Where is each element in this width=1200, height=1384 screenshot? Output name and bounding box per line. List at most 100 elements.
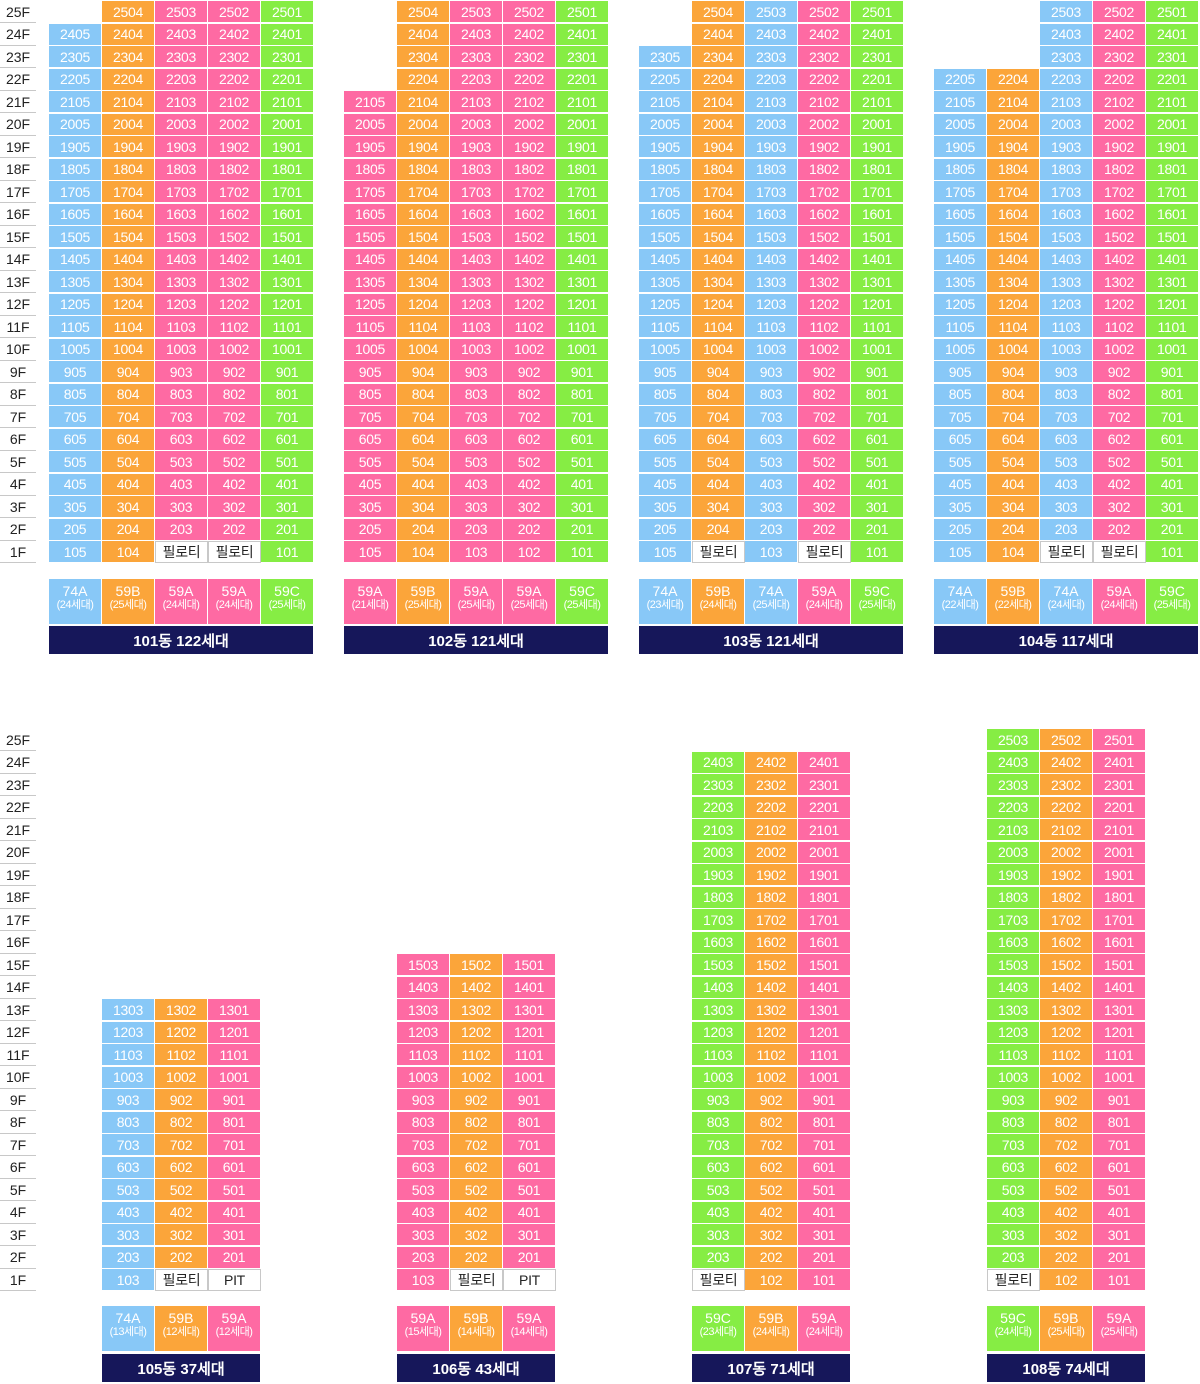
- unit-cell: 402: [1040, 1201, 1093, 1224]
- unit-count-label: (25세대): [109, 599, 147, 612]
- unit-cell: 1402: [1040, 976, 1093, 999]
- unit-cell: 1102: [1093, 316, 1146, 338]
- unit-cell: 2103: [987, 819, 1040, 841]
- unit-cell: 1902: [1093, 136, 1146, 158]
- unit-cell: 904: [692, 361, 745, 383]
- unit-cell: 1502: [798, 226, 851, 248]
- unit-cell: 101: [1093, 1269, 1146, 1291]
- unit-cell: 902: [155, 1089, 208, 1111]
- unit-cell: 302: [1040, 1224, 1093, 1246]
- unit-cell: 1701: [1093, 909, 1146, 931]
- unit-type-label: 59B: [463, 1310, 489, 1326]
- unit-cell: 105: [639, 541, 692, 563]
- unit-cell: 1203: [397, 1021, 450, 1044]
- unit-cell: 1104: [397, 316, 450, 338]
- unit-cell: 1801: [261, 158, 314, 181]
- unit-cell: 1702: [1093, 181, 1146, 203]
- unit-cell: 701: [798, 1134, 851, 1156]
- unit-cell: 405: [934, 473, 987, 496]
- unit-cell: 1904: [987, 136, 1040, 158]
- unit-cell: 1405: [934, 248, 987, 271]
- unit-cell: 502: [155, 1179, 208, 1201]
- unit-type-box: 59C (23세대): [692, 1306, 745, 1351]
- unit-type-label: 59C: [569, 583, 595, 599]
- unit-type-box: 59B (25세대): [102, 579, 155, 624]
- unit-type-box: 59B (22세대): [987, 579, 1040, 624]
- unit-cell: 1304: [102, 271, 155, 293]
- floor-label: 17F: [0, 181, 36, 203]
- unit-cell: 201: [851, 518, 904, 541]
- unit-type-box: 59B (12세대): [155, 1306, 208, 1351]
- unit-type-box: 59B (14세대): [450, 1306, 503, 1351]
- unit-cell: 1603: [692, 931, 745, 954]
- unit-cell: 1804: [397, 158, 450, 181]
- unit-cell: 1105: [344, 316, 397, 338]
- unit-count-label: (25세대): [510, 599, 548, 612]
- unit-cell: 1902: [798, 136, 851, 158]
- unit-cell: 1404: [397, 248, 450, 271]
- unit-cell: 2302: [208, 46, 261, 68]
- unit-cell: 803: [1040, 383, 1093, 406]
- unit-cell: 1605: [934, 203, 987, 226]
- unit-cell: 2301: [851, 46, 904, 68]
- unit-cell: 1501: [1146, 226, 1199, 248]
- unit-cell: 1701: [798, 909, 851, 931]
- unit-cell: 702: [745, 1134, 798, 1156]
- unit-cell: 1901: [1093, 864, 1146, 886]
- unit-cell: 1305: [344, 271, 397, 293]
- unit-cell: 605: [639, 428, 692, 451]
- unit-cell: 401: [1146, 473, 1199, 496]
- floor-label: 3F: [0, 496, 36, 518]
- unit-cell: 902: [450, 1089, 503, 1111]
- unit-cell: 101: [261, 541, 314, 563]
- unit-type-box: 74A (25세대): [745, 579, 798, 624]
- unit-cell: 703: [397, 1134, 450, 1156]
- unit-cell: 303: [745, 496, 798, 518]
- unit-cell: 603: [102, 1156, 155, 1179]
- unit-cell: 1401: [556, 248, 609, 271]
- unit-cell: 1502: [503, 226, 556, 248]
- floor-label: 11F: [0, 316, 36, 338]
- unit-cell: 1804: [987, 158, 1040, 181]
- unit-cell: 302: [745, 1224, 798, 1246]
- unit-type-box: 74A (13세대): [102, 1306, 155, 1351]
- unit-cell: 1101: [851, 316, 904, 338]
- unit-cell: 404: [102, 473, 155, 496]
- unit-cell: 1102: [503, 316, 556, 338]
- unit-cell: 602: [208, 428, 261, 451]
- building-label: 107동 71세대: [692, 1354, 850, 1382]
- unit-cell: 2503: [155, 1, 208, 23]
- floor-label: 13F: [0, 999, 36, 1021]
- unit-cell: 1604: [692, 203, 745, 226]
- unit-count-label: (12세대): [162, 1326, 200, 1339]
- unit-cell: 105: [344, 541, 397, 563]
- building-label: 106동 43세대: [397, 1354, 555, 1382]
- unit-cell: 1301: [503, 999, 556, 1021]
- unit-cell: 1903: [987, 864, 1040, 886]
- unit-cell: 404: [397, 473, 450, 496]
- unit-cell: 504: [397, 451, 450, 473]
- unit-cell: 303: [155, 496, 208, 518]
- unit-cell: 1501: [556, 226, 609, 248]
- unit-cell: 1203: [745, 293, 798, 316]
- unit-cell: 1305: [49, 271, 102, 293]
- unit-cell: 2301: [261, 46, 314, 68]
- piloti-cell: 필로티: [798, 541, 851, 563]
- floor-label: 9F: [0, 1089, 36, 1111]
- unit-cell: 302: [503, 496, 556, 518]
- unit-cell: 603: [1040, 428, 1093, 451]
- floor-label: 6F: [0, 429, 36, 451]
- unit-cell: 1504: [987, 226, 1040, 248]
- unit-cell: 1901: [261, 136, 314, 158]
- unit-cell: 202: [1040, 1246, 1093, 1269]
- unit-cell: 503: [155, 451, 208, 473]
- unit-cell: 2101: [851, 91, 904, 113]
- unit-cell: 402: [798, 473, 851, 496]
- unit-cell: 1002: [450, 1066, 503, 1089]
- unit-type-label: 59B: [168, 1310, 194, 1326]
- unit-cell: 2103: [1040, 91, 1093, 113]
- unit-cell: 1801: [851, 158, 904, 181]
- unit-cell: 2402: [503, 23, 556, 46]
- unit-cell: 702: [208, 406, 261, 428]
- unit-cell: 1001: [556, 338, 609, 361]
